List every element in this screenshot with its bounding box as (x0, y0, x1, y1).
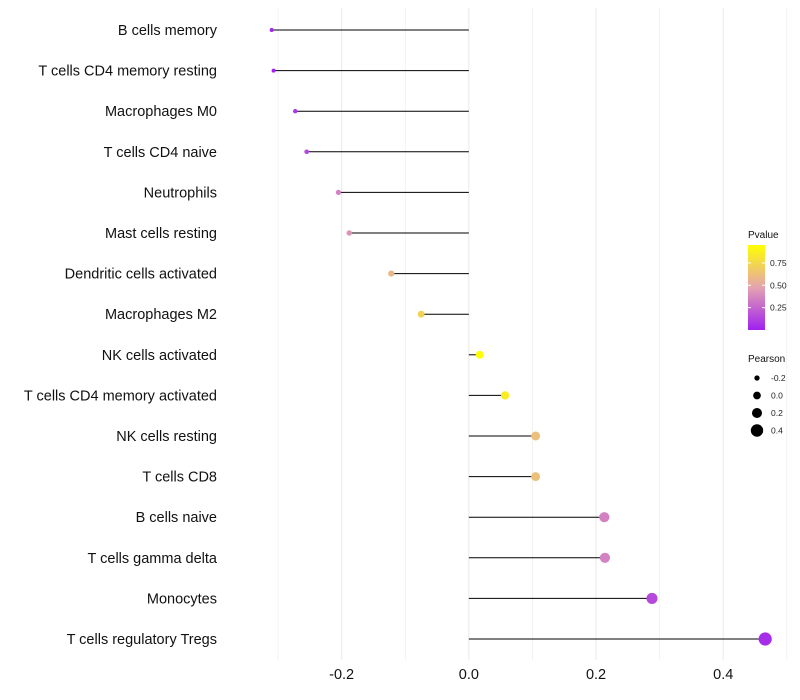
size-key-circle (750, 424, 764, 437)
legend-title: Pvalue (748, 230, 779, 241)
category-label: Macrophages M0 (105, 104, 217, 120)
x-tick-label: 0.4 (713, 667, 733, 683)
data-point (475, 350, 484, 359)
data-point (500, 391, 510, 400)
x-tick-label: 0.2 (586, 667, 606, 683)
x-tick-label: 0.0 (459, 667, 479, 683)
colorbar-label: 0.75 (770, 258, 787, 268)
category-label: T cells CD4 memory resting (38, 64, 217, 80)
colorbar-label: 0.25 (770, 303, 787, 313)
data-point (417, 310, 425, 318)
category-label: T cells CD4 naive (104, 145, 217, 161)
category-label: NK cells resting (116, 429, 217, 445)
category-label: Mast cells resting (105, 226, 217, 242)
data-point (346, 230, 353, 236)
category-label: Macrophages M2 (105, 307, 217, 323)
grid (277, 8, 788, 660)
category-labels: B cells memory T cells CD4 memory resting… (24, 23, 218, 648)
x-axis-ticks: -0.2 0.0 0.2 0.4 (329, 667, 733, 683)
category-label: T cells CD8 (142, 470, 217, 486)
data-point (269, 28, 274, 32)
points (269, 28, 772, 646)
category-label: NK cells activated (102, 348, 217, 364)
category-label: Monocytes (147, 591, 217, 607)
size-key-label: -0.2 (771, 373, 786, 383)
data-point (531, 431, 541, 441)
data-point (388, 270, 395, 277)
size-key-label: 0.0 (771, 391, 783, 401)
data-point (271, 68, 276, 73)
data-point (646, 592, 658, 604)
colorbar-label: 0.50 (770, 280, 787, 290)
category-label: Neutrophils (144, 185, 217, 201)
x-tick-label: -0.2 (329, 667, 354, 683)
data-point (335, 189, 342, 196)
pvalue-legend: Pvalue 0.25 0.50 0.75 (748, 230, 787, 330)
category-label: B cells memory (118, 23, 218, 39)
size-key-circle (753, 391, 761, 400)
pearson-legend: Pearson -0.2 0.0 0.2 0.4 (748, 354, 786, 437)
category-label: Dendritic cells activated (65, 267, 217, 283)
size-key-label: 0.4 (771, 426, 783, 436)
stems (271, 29, 766, 640)
size-key-circle (751, 407, 763, 419)
colorbar (748, 245, 765, 330)
data-point (758, 632, 772, 646)
category-label: B cells naive (136, 510, 217, 526)
data-point (293, 108, 298, 114)
size-key-label: 0.2 (771, 408, 783, 418)
legend-title: Pearson (748, 354, 785, 365)
size-key-circle (754, 375, 760, 381)
data-point (531, 472, 541, 482)
data-point (599, 512, 610, 523)
data-point (599, 552, 611, 563)
category-label: T cells gamma delta (88, 551, 218, 567)
category-label: T cells CD4 memory activated (24, 388, 217, 404)
data-point (304, 149, 310, 155)
category-label: T cells regulatory Tregs (67, 632, 217, 648)
